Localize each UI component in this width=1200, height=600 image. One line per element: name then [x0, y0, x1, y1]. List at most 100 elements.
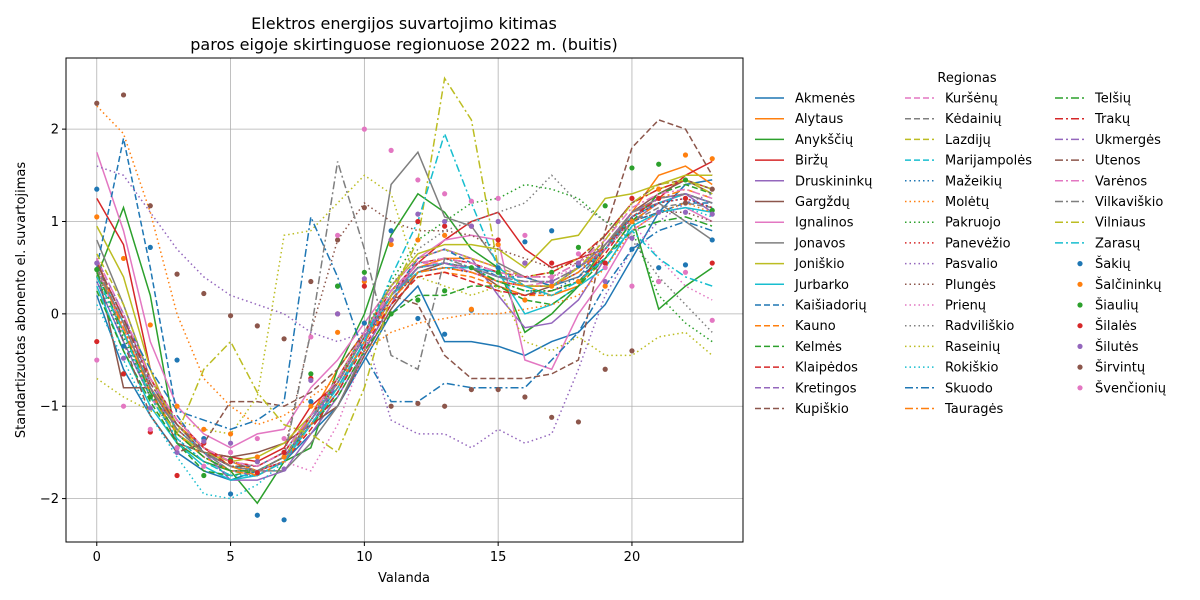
legend-label: Biržų — [795, 154, 828, 169]
legend-label: Gargždų — [795, 195, 850, 210]
y-axis-label: Standartizuotas abonento el. suvartojima… — [14, 162, 29, 438]
data-point — [201, 463, 207, 469]
series-line — [96, 105, 713, 426]
data-point — [442, 218, 448, 225]
legend-label: Jonavos — [794, 236, 846, 251]
data-point — [120, 371, 127, 377]
series-line — [96, 160, 713, 463]
data-point — [227, 459, 234, 465]
legend-label: Šilutės — [1095, 339, 1139, 355]
data-point — [147, 244, 153, 250]
data-point — [254, 435, 260, 442]
data-point — [120, 255, 127, 262]
x-axis-ticks: 0 5 10 15 20 — [93, 542, 640, 565]
data-point — [682, 269, 689, 275]
data-point — [147, 405, 153, 411]
x-tick-label: 15 — [490, 550, 507, 565]
data-point — [602, 260, 608, 266]
legend-marker — [1077, 261, 1083, 267]
data-point — [522, 232, 528, 238]
legend-label: Panevėžio — [945, 236, 1011, 251]
legend-label: Šiaulių — [1095, 298, 1139, 314]
data-point — [602, 283, 608, 289]
data-point — [174, 357, 180, 363]
data-point — [308, 403, 314, 409]
series-line — [96, 76, 713, 454]
data-point — [361, 126, 367, 132]
plot-area — [94, 76, 715, 523]
legend-label: Pakruojo — [945, 216, 1001, 231]
data-point — [94, 266, 100, 273]
legend-label: Kauno — [795, 319, 836, 334]
data-point — [335, 232, 341, 238]
data-point — [361, 320, 367, 326]
data-point — [629, 235, 635, 241]
data-point — [629, 195, 635, 201]
data-point — [575, 251, 582, 257]
data-point — [120, 343, 127, 349]
data-point — [415, 315, 421, 322]
data-point — [174, 271, 180, 277]
data-point — [682, 200, 689, 206]
data-point — [656, 161, 662, 167]
chart-title-line-1: Elektros energijos suvartojimo kitimas — [251, 14, 557, 33]
legend-marker — [1077, 281, 1083, 287]
data-point — [549, 274, 555, 280]
data-point — [522, 239, 528, 245]
data-point — [549, 283, 555, 289]
data-point — [415, 211, 421, 217]
data-point — [227, 431, 234, 437]
data-point — [174, 472, 180, 479]
legend-label: Akmenės — [795, 92, 855, 107]
data-point — [94, 186, 100, 192]
data-point — [335, 283, 341, 289]
legend-label: Pasvalio — [945, 257, 998, 272]
data-point — [147, 322, 153, 328]
data-point — [308, 334, 314, 340]
data-point — [629, 218, 635, 225]
data-point — [682, 152, 689, 158]
series-line — [96, 165, 713, 477]
data-point — [442, 232, 448, 238]
data-point — [361, 283, 367, 289]
legend-label: Joniškio — [794, 257, 845, 272]
data-point — [174, 449, 180, 456]
data-point — [227, 313, 234, 319]
legend-label: Šilalės — [1095, 318, 1137, 334]
data-point — [120, 92, 127, 98]
data-point — [629, 348, 635, 354]
data-point — [308, 377, 314, 383]
data-point — [629, 246, 635, 252]
data-point — [254, 470, 260, 476]
data-point — [442, 288, 448, 294]
legend-label: Kupiškio — [795, 402, 849, 417]
data-point — [281, 466, 287, 472]
legend-label: Zarasų — [1095, 236, 1140, 251]
data-point — [709, 186, 715, 192]
legend-label: Kėdainių — [945, 112, 1001, 127]
legend-marker — [1077, 364, 1083, 370]
data-point — [656, 278, 662, 285]
legend-label: Skuodo — [945, 381, 993, 396]
legend-label: Varėnos — [1095, 174, 1147, 189]
data-point — [281, 454, 287, 460]
data-point — [602, 203, 608, 209]
data-point — [442, 403, 448, 409]
series-line — [96, 150, 713, 472]
data-point — [522, 260, 528, 266]
data-point — [629, 283, 635, 289]
data-point — [388, 147, 394, 153]
y-tick-label: −1 — [40, 400, 59, 415]
data-point — [361, 205, 367, 211]
data-point — [549, 278, 555, 285]
legend-label: Telšių — [1094, 92, 1131, 107]
data-point — [147, 203, 153, 209]
legend: Regionas Akmenės Alytaus Anykščių Biržų Drus… — [755, 71, 1166, 417]
data-point — [147, 426, 153, 432]
data-point — [468, 386, 474, 393]
data-point — [709, 260, 715, 266]
data-point — [575, 244, 582, 250]
y-tick-label: −2 — [40, 492, 59, 507]
data-point — [281, 435, 287, 442]
